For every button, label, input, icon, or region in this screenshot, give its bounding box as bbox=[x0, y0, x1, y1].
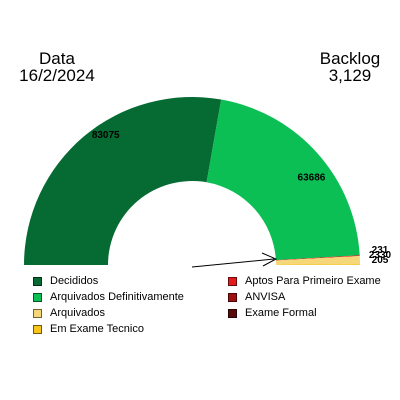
legend-swatch bbox=[33, 292, 42, 302]
legend-swatch bbox=[228, 308, 237, 318]
legend-label: Arquivados Definitivamente bbox=[50, 291, 184, 303]
data-label-arquivados-definitivamente: 63686 bbox=[298, 173, 326, 184]
legend-item-em-exame-tecnico: Em Exame Tecnico bbox=[33, 321, 184, 337]
backlog-value: 3,129 bbox=[328, 66, 372, 85]
legend-label: Arquivados bbox=[50, 307, 106, 319]
slice-arquivados bbox=[275, 256, 360, 265]
legend-label: Decididos bbox=[50, 275, 99, 287]
date-value: 16/2/2024 bbox=[19, 66, 95, 85]
legend-swatch bbox=[33, 276, 42, 286]
data-label-em-exame-tecnico: 205 bbox=[372, 255, 389, 266]
slice-em-exame-tecnico bbox=[275, 264, 360, 265]
slice-arquivados-definitivamente bbox=[206, 99, 360, 261]
legend-item-exame-formal: Exame Formal bbox=[228, 305, 381, 321]
legend-swatch bbox=[228, 276, 237, 286]
data-label-decididos: 83075 bbox=[92, 130, 120, 141]
data-label-aptos-para-primeiro-exame: 231 bbox=[372, 245, 389, 256]
backlog-label: Backlog bbox=[319, 49, 381, 68]
legend-item-decididos: Decididos bbox=[33, 273, 184, 289]
date-block: Data 16/2/2024 bbox=[12, 50, 102, 84]
legend-item-arquivados: Arquivados bbox=[33, 305, 184, 321]
backlog-block: Backlog 3,129 bbox=[305, 50, 395, 84]
legend-right: Aptos Para Primeiro Exame ANVISA Exame F… bbox=[228, 273, 381, 321]
legend-item-aptos-para-primeiro-exame: Aptos Para Primeiro Exame bbox=[228, 273, 381, 289]
legend-item-anvisa: ANVISA bbox=[228, 289, 381, 305]
data-label-arquivados: 2330 bbox=[369, 250, 392, 261]
legend-swatch bbox=[228, 292, 237, 302]
legend-swatch bbox=[33, 324, 42, 334]
legend-label: Aptos Para Primeiro Exame bbox=[245, 275, 381, 287]
legend-swatch bbox=[33, 308, 42, 318]
date-label: Data bbox=[39, 49, 75, 68]
legend-label: Exame Formal bbox=[245, 307, 317, 319]
slice-aptos-para-primeiro-exame bbox=[275, 255, 360, 261]
needle-arrowhead bbox=[261, 252, 278, 267]
legend-item-arquivados-definitivamente: Arquivados Definitivamente bbox=[33, 289, 184, 305]
legend-label: ANVISA bbox=[245, 291, 286, 303]
legend-left: Decididos Arquivados Definitivamente Arq… bbox=[33, 273, 184, 337]
legend-label: Em Exame Tecnico bbox=[50, 323, 144, 335]
slice-decididos bbox=[24, 97, 222, 265]
needle-line bbox=[191, 258, 275, 268]
